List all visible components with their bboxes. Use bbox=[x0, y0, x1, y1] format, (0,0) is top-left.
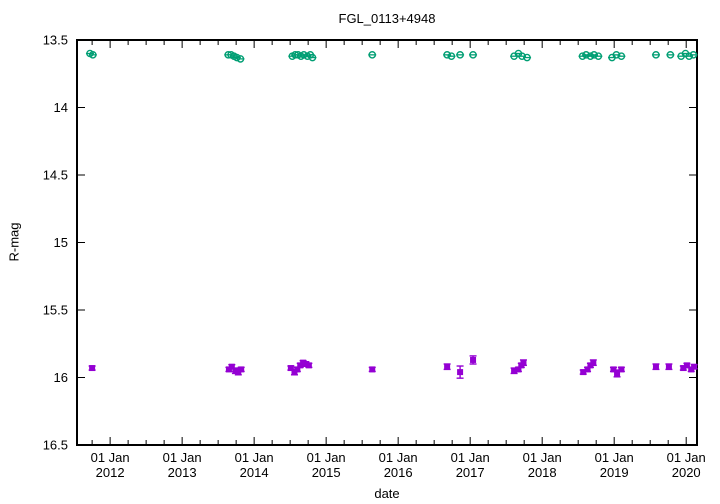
purple-square-point bbox=[618, 366, 625, 373]
purple-square-point bbox=[610, 366, 617, 373]
green-circle-point bbox=[586, 52, 595, 61]
green-circle-point bbox=[594, 52, 603, 61]
purple-square-point bbox=[457, 369, 464, 376]
purple-square-point bbox=[580, 369, 587, 376]
green-circle-point bbox=[308, 53, 317, 62]
green-circle-point bbox=[617, 52, 626, 61]
purple-square-point bbox=[287, 365, 294, 372]
x-tick-label: 01 Jan 2019 bbox=[595, 450, 634, 480]
purple-square-point bbox=[680, 365, 687, 372]
green-circle-point bbox=[666, 51, 675, 59]
green-circle-point bbox=[469, 51, 477, 59]
x-tick-label: 01 Jan 2020 bbox=[667, 450, 706, 480]
green-circle-point bbox=[456, 51, 464, 59]
green-circle-point bbox=[233, 53, 241, 62]
green-circle-point bbox=[685, 52, 693, 61]
y-tick-label: 15 bbox=[54, 235, 68, 250]
x-axis-label: date bbox=[374, 486, 400, 501]
x-tick-label: 01 Jan 2012 bbox=[91, 450, 130, 480]
x-tick-label: 01 Jan 2013 bbox=[163, 450, 202, 480]
y-tick-label: 16.5 bbox=[43, 438, 68, 453]
y-tick-label: 14.5 bbox=[43, 168, 68, 183]
x-tick-label: 01 Jan 2018 bbox=[523, 450, 562, 480]
purple-square-point bbox=[511, 367, 518, 374]
purple-square-point bbox=[470, 356, 477, 363]
purple-square-point bbox=[369, 366, 376, 373]
green-circle-point bbox=[582, 51, 590, 59]
purple-square-point bbox=[590, 359, 597, 366]
green-circle-point bbox=[89, 51, 97, 59]
purple-square-point bbox=[683, 362, 690, 369]
green-circle-point bbox=[523, 53, 531, 62]
y-tick-label: 15.5 bbox=[43, 303, 68, 318]
purple-square-point bbox=[665, 363, 672, 370]
x-tick-label: 01 Jan 2017 bbox=[451, 450, 490, 480]
purple-square-point bbox=[652, 363, 659, 370]
green-circle-point bbox=[518, 52, 526, 61]
purple-square-point bbox=[691, 363, 698, 370]
x-tick-label: 01 Jan 2016 bbox=[379, 450, 418, 480]
purple-square-point bbox=[89, 365, 96, 372]
purple-square-point bbox=[584, 366, 591, 373]
green-circle-point bbox=[689, 51, 698, 59]
chart-title: FGL_0113+4948 bbox=[338, 11, 436, 26]
purple-square-point bbox=[444, 363, 451, 370]
purple-square-point bbox=[515, 366, 522, 373]
green-circle-point bbox=[652, 51, 660, 59]
green-circle-point bbox=[578, 52, 587, 61]
purple-square-point bbox=[228, 363, 235, 370]
green-circle-point bbox=[590, 51, 598, 59]
y-tick-label: 13.5 bbox=[43, 33, 68, 48]
x-tick-label: 01 Jan 2015 bbox=[307, 450, 346, 480]
green-circle-point bbox=[447, 52, 456, 61]
green-circle-point bbox=[368, 51, 377, 59]
x-tick-label: 01 Jan 2014 bbox=[235, 450, 274, 480]
purple-square-point bbox=[238, 366, 245, 373]
purple-square-point bbox=[614, 370, 621, 377]
y-tick-label: 14 bbox=[54, 100, 68, 115]
purple-square-point bbox=[305, 362, 312, 369]
plot-border bbox=[76, 39, 698, 446]
y-tick-label: 16 bbox=[54, 370, 68, 385]
green-circle-point bbox=[612, 51, 621, 59]
green-circle-point bbox=[443, 51, 451, 59]
purple-square-point bbox=[520, 359, 527, 366]
purple-square-point bbox=[294, 366, 301, 373]
green-circle-point bbox=[236, 55, 245, 63]
